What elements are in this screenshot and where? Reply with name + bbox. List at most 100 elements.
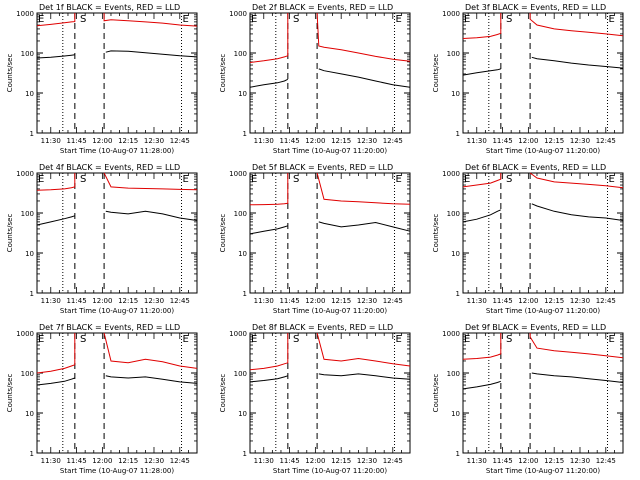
- x-axis-label: Start Time (10-Aug-07 11:20:00): [486, 147, 600, 155]
- series-line-black-post: [105, 210, 198, 221]
- y-axis-label: Counts/sec: [6, 374, 14, 413]
- x-tick-label: 12:15: [331, 137, 351, 145]
- x-tick-label: 11:30: [254, 297, 274, 305]
- x-tick-label: 12:15: [118, 457, 138, 465]
- chart-title: Det 9f BLACK = Events, RED = LLD: [465, 323, 606, 332]
- x-tick-label: 12:45: [383, 457, 403, 465]
- chart-title: Det 7f BLACK = Events, RED = LLD: [39, 323, 180, 332]
- x-tick-label: 12:00: [518, 297, 538, 305]
- y-tick-label: 1: [243, 290, 247, 298]
- series-line-red-pre: [462, 13, 502, 39]
- y-tick-label: 1000: [16, 10, 34, 18]
- y-tick-label: 10: [238, 410, 247, 418]
- x-tick-label: 12:00: [92, 297, 112, 305]
- y-tick-label: 1: [456, 130, 460, 138]
- marker-e-end: E: [183, 14, 189, 25]
- y-tick-label: 100: [234, 370, 247, 378]
- series-line-red-pre: [249, 173, 289, 206]
- marker-e-start: E: [251, 14, 257, 25]
- x-tick-label: 12:45: [383, 137, 403, 145]
- plot-frame: [36, 172, 198, 294]
- series-line-red-pre: [462, 173, 502, 188]
- x-axis-label: Start Time (10-Aug-07 11:20:00): [486, 307, 600, 315]
- series-line-black-post: [105, 375, 198, 384]
- y-tick-label: 1000: [229, 170, 247, 178]
- x-tick-label: 12:15: [331, 297, 351, 305]
- marker-e-start: E: [464, 14, 470, 25]
- series-line-red-pre: [36, 333, 76, 374]
- x-tick-label: 12:45: [596, 457, 616, 465]
- x-tick-label: 12:30: [357, 457, 377, 465]
- y-tick-label: 100: [447, 210, 460, 218]
- x-tick-label: 12:00: [92, 137, 112, 145]
- y-tick-label: 1: [30, 450, 34, 458]
- y-tick-label: 1: [456, 290, 460, 298]
- y-tick-label: 100: [21, 210, 34, 218]
- chart-title: Det 1f BLACK = Events, RED = LLD: [39, 3, 180, 12]
- x-tick-label: 12:15: [118, 297, 138, 305]
- y-tick-label: 100: [21, 50, 34, 58]
- x-tick-label: 11:30: [467, 137, 487, 145]
- chart-title: Det 4f BLACK = Events, RED = LLD: [39, 163, 180, 172]
- series-line-black-pre: [249, 78, 289, 88]
- marker-s: S: [293, 334, 299, 345]
- marker-e-end: E: [183, 334, 189, 345]
- y-tick-label: 100: [21, 370, 34, 378]
- x-tick-label: 11:30: [254, 137, 274, 145]
- series-line-red-post: [529, 13, 624, 37]
- series-line-black-pre: [36, 377, 75, 386]
- y-tick-label: 1000: [16, 170, 34, 178]
- chart-title: Det 5f BLACK = Events, RED = LLD: [252, 163, 393, 172]
- y-tick-label: 1000: [16, 330, 34, 338]
- y-tick-label: 10: [451, 250, 460, 258]
- x-axis-label: Start Time (10-Aug-07 11:20:00): [273, 147, 387, 155]
- x-tick-label: 12:45: [170, 457, 190, 465]
- x-tick-label: 12:30: [570, 137, 590, 145]
- series-line-red-pre: [462, 333, 502, 360]
- y-tick-label: 1: [30, 290, 34, 298]
- marker-e-end: E: [396, 14, 402, 25]
- x-tick-label: 12:45: [596, 297, 616, 305]
- plot-frame: [462, 332, 624, 454]
- y-tick-label: 1000: [229, 330, 247, 338]
- y-axis-label: Counts/sec: [219, 374, 227, 413]
- y-tick-label: 1: [243, 130, 247, 138]
- series-line-red-post: [529, 333, 624, 359]
- series-line-black-pre: [249, 375, 288, 383]
- series-line-red-post: [316, 172, 411, 205]
- series-line-black-post: [531, 372, 624, 383]
- series-line-red-post: [103, 172, 198, 191]
- plot-frame: [249, 332, 411, 454]
- x-tick-label: 12:15: [544, 137, 564, 145]
- marker-s: S: [80, 174, 86, 185]
- marker-e-start: E: [38, 14, 44, 25]
- x-tick-label: 11:30: [41, 137, 61, 145]
- series-line-black-post: [318, 373, 411, 380]
- x-tick-label: 12:00: [305, 137, 325, 145]
- y-axis-label: Counts/sec: [432, 54, 440, 93]
- marker-e-end: E: [183, 174, 189, 185]
- panel: Det 8f BLACK = Events, RED = LLD Counts/s…: [219, 323, 411, 475]
- y-tick-label: 1000: [442, 10, 460, 18]
- x-tick-label: 11:30: [254, 457, 274, 465]
- y-tick-label: 10: [451, 90, 460, 98]
- y-tick-label: 10: [238, 250, 247, 258]
- series-line-black-pre: [249, 225, 288, 235]
- x-tick-label: 12:00: [305, 297, 325, 305]
- marker-s: S: [80, 14, 86, 25]
- y-tick-label: 1000: [442, 330, 460, 338]
- y-axis-label: Counts/sec: [6, 214, 14, 253]
- chart-title: Det 6f BLACK = Events, RED = LLD: [465, 163, 606, 172]
- plot-frame: [462, 172, 624, 294]
- series-line-black-pre: [462, 209, 502, 223]
- marker-e-end: E: [396, 334, 402, 345]
- series-line-red-post: [316, 12, 411, 62]
- panel: Det 5f BLACK = Events, RED = LLD Counts/s…: [219, 163, 411, 315]
- series-line-red-pre: [36, 13, 76, 27]
- y-tick-label: 1000: [442, 170, 460, 178]
- y-tick-label: 1: [243, 450, 247, 458]
- series-line-black-post: [531, 56, 624, 69]
- marker-e-start: E: [464, 174, 470, 185]
- series-line-red-pre: [36, 173, 76, 191]
